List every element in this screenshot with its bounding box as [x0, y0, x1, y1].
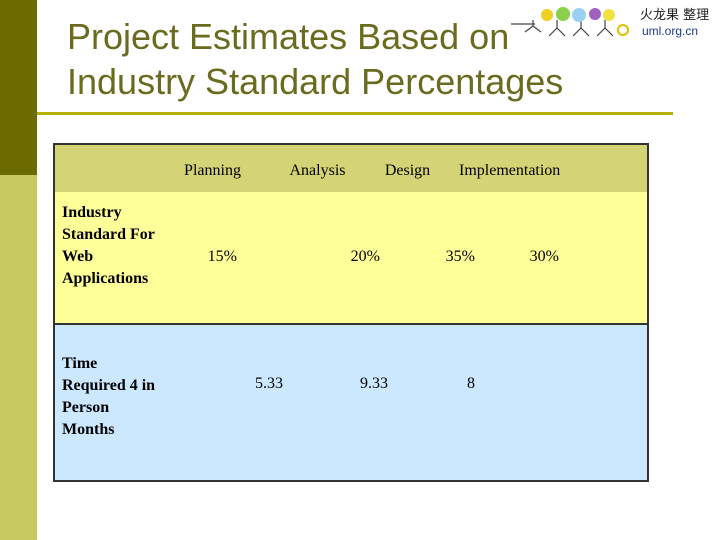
logo-url: uml.org.cn	[642, 24, 699, 38]
row-label-time-required: Time Required 4 in Person Months	[62, 355, 156, 438]
slide-title: Project Estimates Based on Industry Stan…	[67, 16, 564, 102]
table-cell	[160, 324, 265, 481]
row-label-industry-standard: Industry Standard For Web Applications	[62, 204, 155, 287]
logo-name: 火龙果 整理	[640, 8, 710, 23]
table-cell: 20%	[350, 248, 380, 265]
table-cell: 8	[467, 375, 475, 392]
table-cell: 5.33	[255, 375, 283, 392]
table-cell: 9.33	[360, 375, 388, 392]
estimates-table: Planning Analysis Design Implementation …	[53, 143, 649, 482]
header-cell-design: Design	[384, 162, 431, 179]
table-header-row: Planning Analysis Design Implementation	[54, 144, 648, 192]
table-cell: 30%	[529, 248, 559, 265]
table-cell: 35%	[445, 248, 475, 265]
header-cell-empty	[54, 144, 160, 192]
table-row: Time Required 4 in Person Months 5.33 9.…	[54, 324, 648, 481]
left-accent-bar-dark	[0, 0, 37, 175]
title-divider	[37, 112, 673, 115]
table-cell: 15%	[207, 248, 237, 265]
table-row: Industry Standard For Web Applications 1…	[54, 192, 648, 324]
header-cell-implementation: Implementation	[459, 162, 561, 179]
logo-icon	[511, 7, 629, 37]
header-cell-analysis: Analysis	[289, 162, 346, 179]
header-cell-planning: Planning	[184, 162, 241, 179]
